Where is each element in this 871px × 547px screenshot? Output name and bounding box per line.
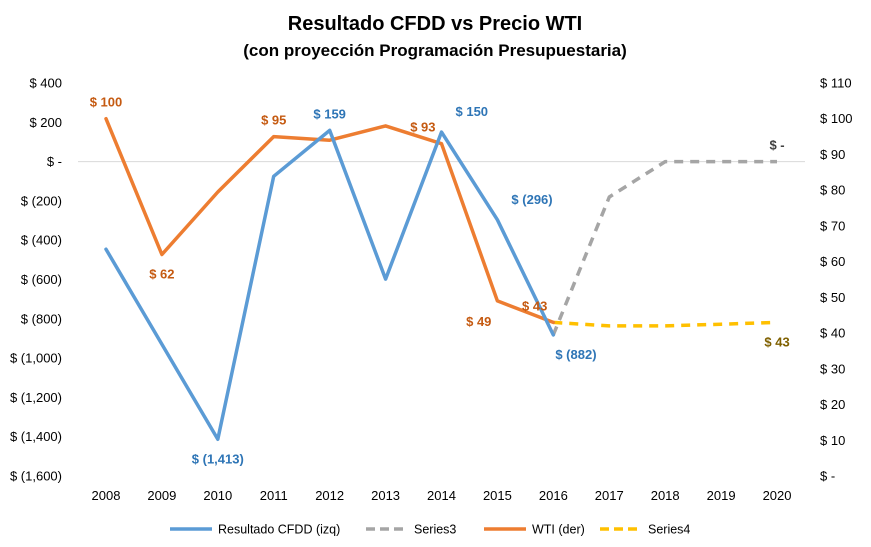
x-tick-label: 2017 [595,488,624,503]
y-right-tick-label: $ - [820,469,835,484]
data-label: $ 100 [90,95,123,110]
x-tick-label: 2016 [539,488,568,503]
y-left-tick-label: $ (400) [21,233,62,248]
x-tick-label: 2020 [763,488,792,503]
data-label: $ 62 [149,266,174,281]
y-left-tick-label: $ (1,600) [10,469,62,484]
data-label: $ 95 [261,113,286,128]
y-left-tick-label: $ (600) [21,272,62,287]
series-lines [104,116,778,442]
legend-label-series3: Series3 [414,523,456,537]
y-left-tick-label: $ (1,000) [10,351,62,366]
y-right-tick-label: $ 60 [820,254,845,269]
y-right-tick-label: $ 50 [820,290,845,305]
y-left-tick-label: $ (200) [21,193,62,208]
x-tick-label: 2012 [315,488,344,503]
x-tick-label: 2019 [707,488,736,503]
x-tick-label: 2013 [371,488,400,503]
legend-label-wti-der: WTI (der) [532,523,585,537]
y-right-tick-label: $ 110 [820,76,852,91]
data-label: $ 43 [764,334,789,349]
y-right-tick-label: $ 40 [820,326,845,341]
y-right-tick-label: $ 80 [820,183,845,198]
data-labels: $ (1,413) $ 159 $ 150 $ (296) $ (882) $ - $ 10… [90,95,790,467]
data-label: $ (296) [511,192,552,207]
legend-label-resultado-cfdd-izq: Resultado CFDD (izq) [218,523,340,537]
series-line-series3 [551,159,777,336]
y-left-tick-label: $ (1,200) [10,390,62,405]
y-right-tick-label: $ 30 [820,361,845,376]
legend[interactable]: Resultado CFDD (izq) Series3 WTI (der) Seri… [170,523,690,537]
y-right-tick-label: $ 90 [820,147,845,162]
y-left-tick-label: $ (800) [21,311,62,326]
chart-title: Resultado CFDD vs Precio WTI [288,13,583,35]
data-label: $ - [769,138,784,153]
y-right-tick-label: $ 70 [820,218,845,233]
x-tick-label: 2015 [483,488,512,503]
x-tick-label: 2014 [427,488,456,503]
data-label: $ 43 [522,298,547,313]
series-line-series4 [553,320,778,328]
y-left-tick-label: $ 400 [29,76,62,91]
chart-subtitle: (con proyección Programación Presupuesta… [243,41,627,60]
data-label: $ 159 [313,106,346,121]
data-label: $ 49 [466,314,491,329]
y-left-tick-label: $ (1,400) [10,429,62,444]
series-line-resultado-cfdd-izq [104,128,556,442]
x-tick-label: 2009 [147,488,176,503]
y-left-tick-label: $ - [47,154,62,169]
y-right-tick-label: $ 20 [820,397,845,412]
data-label: $ (1,413) [192,451,244,466]
y-left-tick-label: $ 200 [29,115,62,130]
data-label: $ 93 [410,120,435,135]
x-tick-label: 2011 [260,488,288,503]
x-tick-label: 2010 [203,488,232,503]
y-right-tick-label: $ 10 [820,433,845,448]
legend-label-series4: Series4 [648,523,690,537]
data-label: $ (882) [555,347,596,362]
x-tick-label: 2008 [92,488,121,503]
axes-group: $ 400 $ 200 $ - $ (200) $ (400) $ (600) $ (800… [10,76,853,504]
y-right-tick-label: $ 100 [820,111,853,126]
x-tick-label: 2018 [651,488,680,503]
data-label: $ 150 [456,104,489,119]
series-line-wti-der [104,116,556,325]
